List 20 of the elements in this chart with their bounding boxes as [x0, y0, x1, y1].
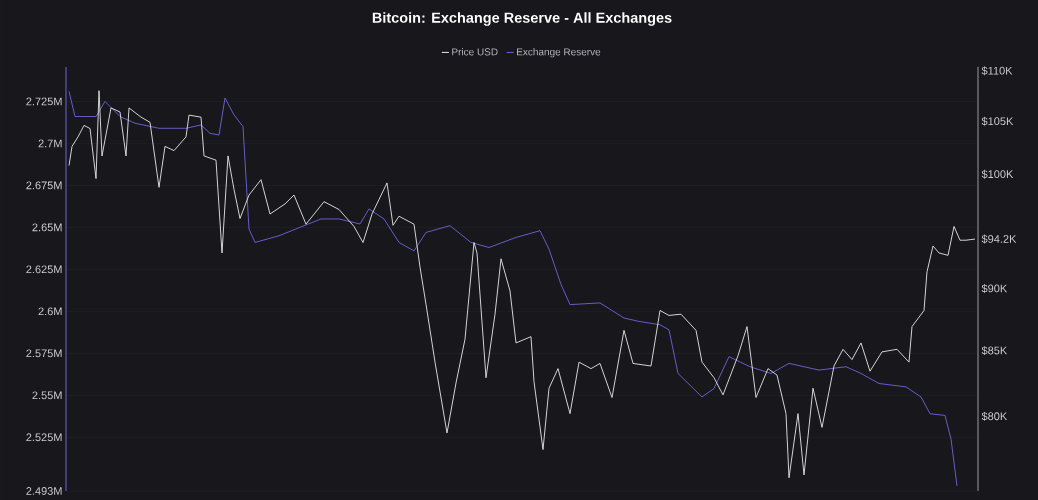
y-tick-label: 2.625M [26, 265, 62, 274]
y-tick-label: 2.575M [26, 349, 62, 358]
y2-tick-label: $80K [981, 411, 1008, 421]
y-tick-label: 2.6M [38, 307, 62, 316]
y-tick-label: 2.493M [26, 487, 62, 495]
y-tick-label: 2.65M [32, 223, 62, 232]
y2-tick-label: $85K [981, 346, 1008, 356]
y2-tick-label: $90K [981, 284, 1008, 293]
y-tick-label: 2.725M [26, 97, 62, 106]
y2-tick-label: $100K [981, 169, 1014, 179]
legend-label: Exchange Reserve [517, 48, 601, 58]
y-tick-label: 2.55M [32, 391, 62, 400]
y2-tick-label: $105K [981, 116, 1014, 126]
y2-tick-label: $94.2K [981, 234, 1017, 244]
legend-label: Price USD [452, 48, 498, 56]
y-tick-label: 2.7M [38, 139, 62, 148]
chart-title: Bitcoin: Exchange Reserve - All Exchanges [372, 12, 672, 26]
y-tick-label: 2.675M [26, 181, 62, 190]
y2-tick-label: $110K [981, 66, 1013, 76]
y-tick-label: 2.525M [26, 433, 62, 442]
